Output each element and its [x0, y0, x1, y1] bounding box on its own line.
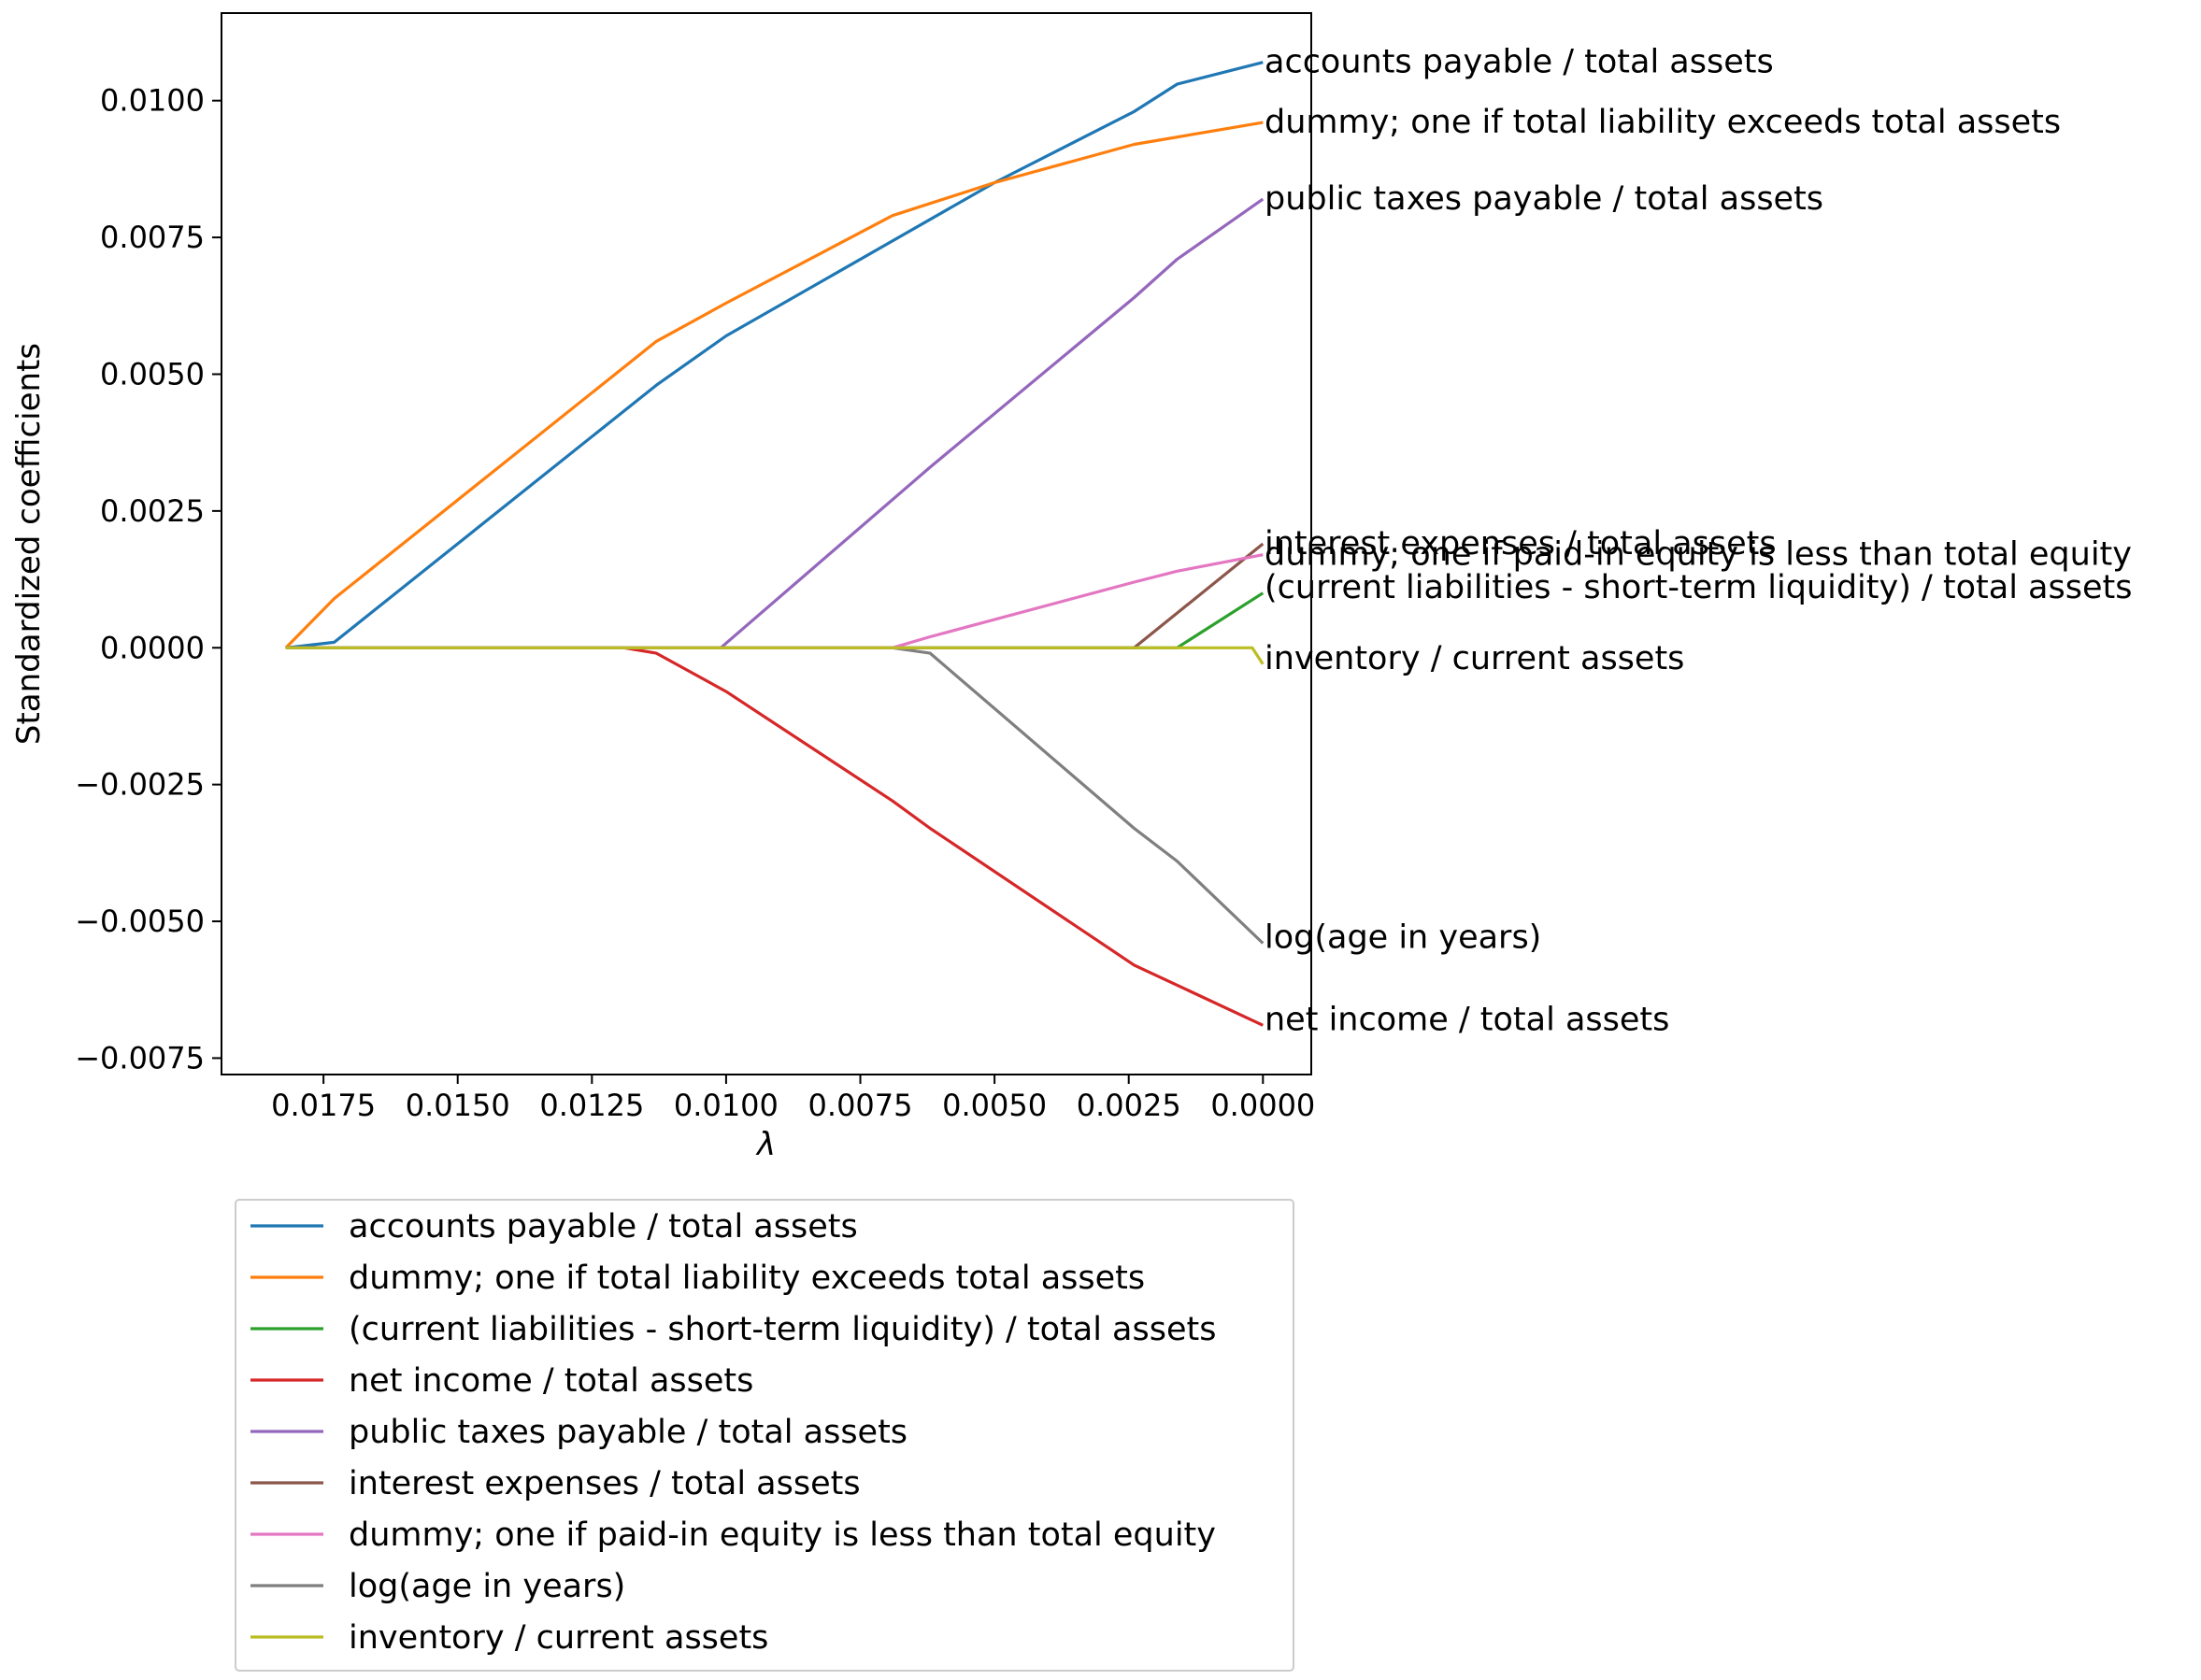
legend-label: accounts payable / total assets: [349, 1208, 858, 1246]
legend-label: inventory / current assets: [349, 1619, 768, 1657]
legend-label: dummy; one if total liability exceeds to…: [349, 1260, 1145, 1297]
x-axis: 0.0175 0.0150 0.0125 0.0100 0.0075 0.0050 0.00…: [271, 1075, 1315, 1123]
y-axis-label: Standardized coefficients: [10, 343, 48, 745]
legend-label: log(age in years): [349, 1568, 625, 1605]
x-tick-label: 0.0050: [942, 1088, 1047, 1123]
x-axis-label: λ: [755, 1126, 776, 1163]
series-line: [286, 544, 1263, 648]
legend-label: dummy; one if paid-in equity is less tha…: [349, 1516, 1216, 1554]
x-tick-label: 0.0175: [271, 1088, 376, 1123]
x-tick-label: 0.0150: [406, 1088, 510, 1123]
y-tick-label: −0.0075: [75, 1040, 205, 1075]
legend-label: net income / total assets: [349, 1362, 753, 1400]
x-tick-label: 0.0100: [674, 1088, 779, 1123]
series-layer: [286, 63, 1263, 1026]
y-tick-label: 0.0050: [100, 356, 205, 392]
y-tick-label: −0.0025: [75, 767, 205, 803]
series-annotation: dummy; one if paid-in equity is less tha…: [1265, 536, 2132, 574]
x-tick-label: 0.0125: [539, 1088, 644, 1123]
x-tick-label: 0.0000: [1210, 1088, 1315, 1123]
series-line: [286, 648, 1263, 1025]
series-annotation: log(age in years): [1265, 919, 1541, 957]
series-annotation: net income / total assets: [1265, 1001, 1669, 1038]
y-tick-label: 0.0075: [100, 220, 205, 255]
y-tick-label: −0.0050: [75, 904, 205, 939]
legend: accounts payable / total assets dummy; on…: [236, 1200, 1293, 1671]
legend-label: (current liabilities - short-term liquid…: [349, 1311, 1216, 1348]
y-axis: 0.0100 0.0075 0.0050 0.0025 0.0000 −0.0025 −0.…: [75, 83, 222, 1076]
y-tick-label: 0.0100: [100, 83, 205, 119]
series-line: [286, 648, 1263, 943]
series-annotation: (current liabilities - short-term liquid…: [1265, 569, 2132, 606]
series-annotation: accounts payable / total assets: [1265, 44, 1774, 81]
series-annotation: public taxes payable / total assets: [1265, 180, 1823, 218]
series-annotation: inventory / current assets: [1265, 640, 1684, 677]
annotation-layer: accounts payable / total assets dummy; on…: [1265, 44, 2132, 1039]
x-tick-label: 0.0025: [1077, 1088, 1181, 1123]
y-tick-label: 0.0000: [100, 630, 205, 665]
series-line: [286, 199, 1263, 648]
y-tick-label: 0.0025: [100, 493, 205, 529]
series-line: [286, 648, 1263, 664]
series-line: [286, 122, 1263, 648]
series-annotation: dummy; one if total liability exceeds to…: [1265, 104, 2061, 141]
plot-frame: [222, 13, 1311, 1075]
legend-label: public taxes payable / total assets: [349, 1414, 908, 1451]
x-tick-label: 0.0075: [808, 1088, 913, 1123]
legend-label: interest expenses / total assets: [349, 1465, 861, 1502]
